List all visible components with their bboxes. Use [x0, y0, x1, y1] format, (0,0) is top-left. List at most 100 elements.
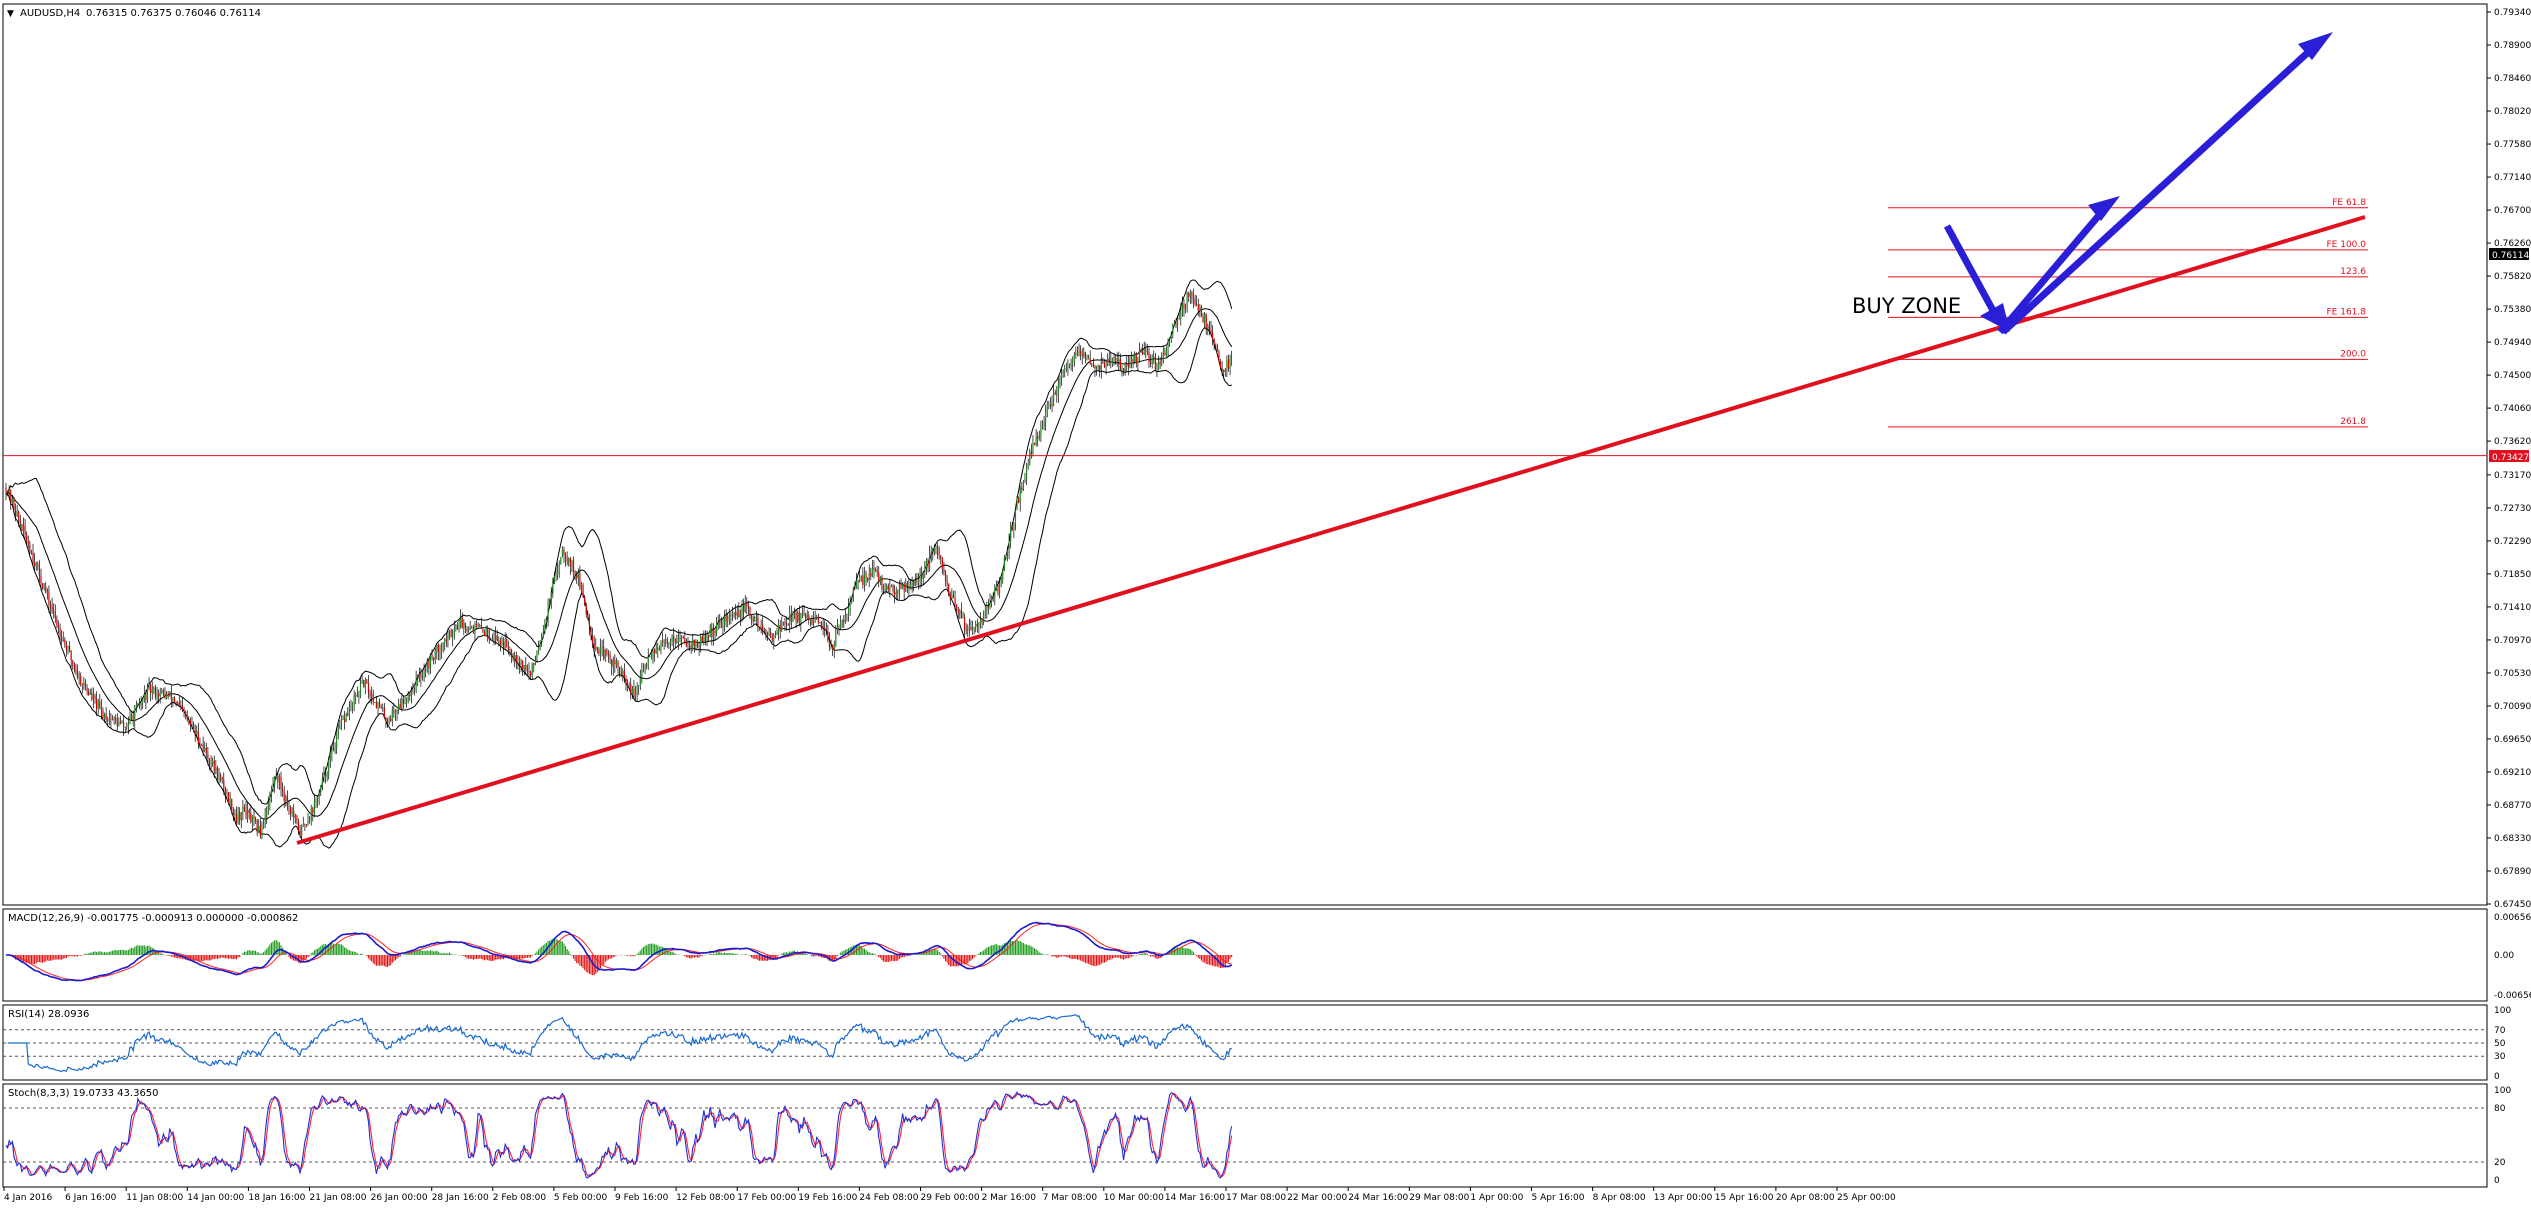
candle-body: [836, 627, 839, 633]
candle-body: [1102, 361, 1104, 364]
candle-body: [1189, 292, 1191, 297]
candle-body: [520, 660, 522, 666]
candle-body: [1135, 354, 1137, 364]
candle-body: [564, 555, 567, 559]
main-pane[interactable]: [2, 3, 2488, 906]
candle-body: [83, 682, 85, 686]
candle-body: [599, 647, 602, 654]
price-tick-label: 0.78020: [2494, 107, 2531, 117]
candle-body: [793, 611, 796, 613]
candle-body: [1130, 359, 1133, 364]
candle-body: [204, 747, 206, 750]
candle-body: [153, 687, 155, 690]
candle-body: [1048, 404, 1050, 407]
candle-body: [218, 775, 220, 780]
candle-body: [617, 661, 619, 667]
candle-body: [239, 811, 241, 821]
candle-body: [563, 549, 565, 556]
candle-body: [684, 638, 686, 644]
time-tick-label: 14 Jan 00:00: [187, 1193, 244, 1203]
time-tick-label: 2 Feb 08:00: [493, 1193, 547, 1203]
candle-body: [406, 698, 408, 704]
candle-body: [857, 580, 859, 582]
candle-body: [874, 569, 877, 571]
candle-body: [167, 694, 169, 696]
candle-body: [803, 613, 805, 615]
candle-body: [779, 624, 781, 631]
time-tick-label: 17 Mar 08:00: [1226, 1193, 1286, 1203]
candle-body: [812, 619, 815, 625]
candle-body: [277, 775, 279, 783]
candle-body: [994, 589, 996, 598]
candle-body: [526, 669, 529, 672]
candle-body: [1099, 365, 1101, 371]
candle-body: [1046, 406, 1048, 413]
time-tick-label: 8 Apr 08:00: [1593, 1193, 1646, 1203]
time-tick-label: 24 Mar 16:00: [1348, 1193, 1408, 1203]
candle-body: [1060, 373, 1063, 379]
candle-body: [248, 809, 250, 814]
candle-body: [1057, 384, 1059, 396]
candle-body: [471, 626, 473, 628]
candle-body: [1148, 351, 1150, 363]
candle-body: [417, 678, 419, 680]
macd-pane[interactable]: [2, 908, 2488, 1002]
stoch-tick-label: 0: [2494, 1176, 2500, 1186]
candle-body: [288, 806, 290, 807]
candle-body: [37, 563, 39, 565]
menu-arrow-icon[interactable]: ▼: [7, 9, 14, 19]
candle-body: [792, 611, 794, 622]
candle-body: [474, 623, 476, 633]
candle-body: [576, 575, 578, 579]
candle-body: [46, 591, 48, 593]
candle-body: [452, 635, 454, 638]
candle-body: [790, 614, 792, 622]
candle-body: [572, 560, 575, 572]
time-tick-label: 5 Feb 00:00: [554, 1193, 608, 1203]
candle-body: [805, 613, 807, 619]
candle-body: [56, 618, 58, 626]
candle-body: [806, 615, 808, 619]
candle-body: [719, 620, 721, 623]
stoch-pane[interactable]: [2, 1083, 2488, 1188]
candle-body: [633, 688, 635, 698]
price-axis[interactable]: 0.79340 0.78900 0.78460 0.78020 0.77580 0.771…: [2487, 8, 2531, 910]
projection-arrows: [1943, 32, 2333, 335]
candle-body: [78, 675, 80, 678]
candle-body: [177, 702, 179, 705]
macd-indicator: 0.006565 0.00 -0.006563: [5, 913, 2531, 1001]
candle-body: [86, 687, 88, 692]
candle-body: [722, 625, 724, 628]
candle-body: [342, 719, 344, 720]
candle-body: [328, 759, 330, 774]
trendline[interactable]: [296, 215, 2366, 845]
candle-body: [1219, 361, 1222, 369]
candle-body: [1065, 367, 1067, 369]
candle-body: [312, 808, 314, 814]
candle-body: [577, 572, 579, 579]
candle-body: [698, 646, 700, 648]
candle-body: [922, 572, 924, 579]
candle-body: [533, 663, 535, 665]
candle-body: [736, 610, 738, 616]
candle-body: [730, 615, 732, 617]
candle-body: [41, 583, 44, 589]
candle-body: [205, 747, 207, 754]
candle-body: [8, 489, 10, 495]
candle-body: [1208, 325, 1211, 330]
candle-body: [644, 665, 646, 671]
arrow-up-small-head: [2088, 196, 2120, 221]
candle-body: [905, 582, 907, 591]
candle-body: [1089, 357, 1091, 364]
candle-body: [924, 567, 926, 573]
candle-body: [838, 627, 840, 629]
candle-body: [933, 547, 935, 553]
candle-body: [744, 602, 746, 613]
candle-body: [396, 709, 398, 713]
candle-body: [862, 575, 864, 585]
candle-body: [1051, 403, 1053, 407]
time-axis[interactable]: 4 Jan 2016 6 Jan 16:00 11 Jan 08:00 14 Jan …: [3, 1187, 1896, 1203]
fib-level-label: FE 61.8: [2332, 198, 2366, 208]
